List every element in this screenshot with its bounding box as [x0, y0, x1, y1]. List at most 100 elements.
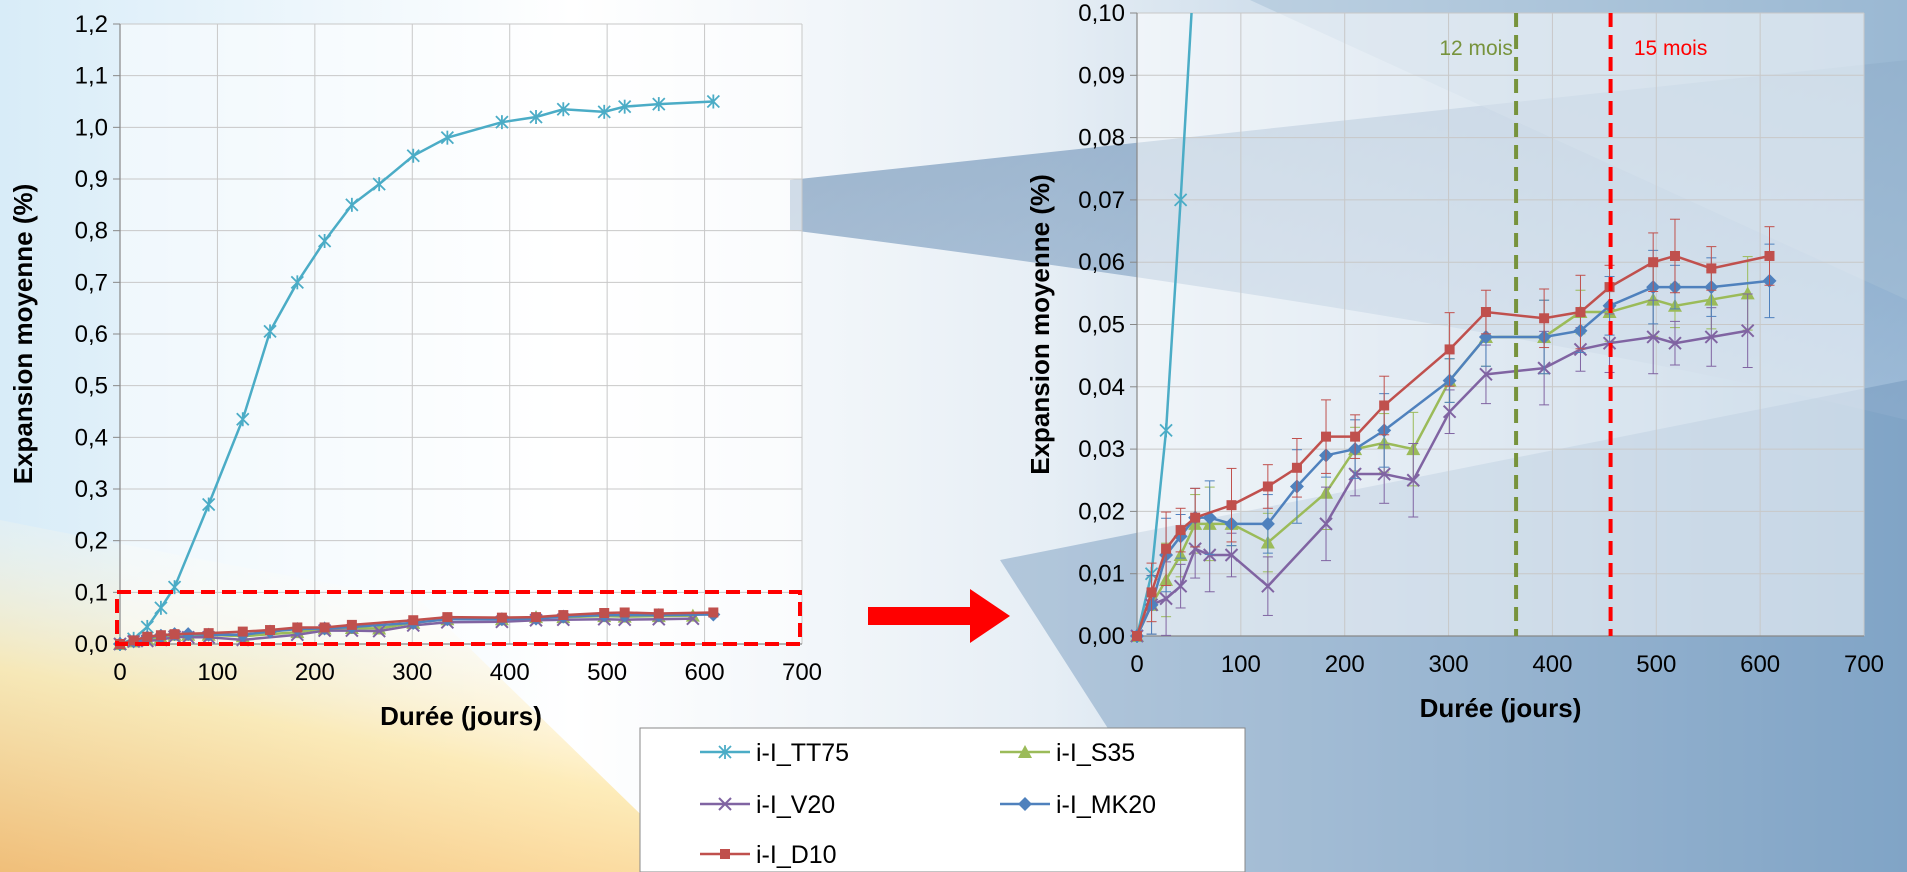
chart-left-point-i-I_TT75 [263, 324, 277, 339]
chart-left-point-i-I_TT75 [440, 130, 454, 145]
legend-item-i-I_MK20: i-I_MK20 [1000, 791, 1156, 819]
chart-left-point-i-I_TT75 [556, 102, 570, 117]
chart-right-x-tick-label: 700 [1844, 651, 1884, 678]
legend-label: i-I_TT75 [756, 739, 849, 767]
chart-left-point-i-I_TT75 [372, 177, 386, 192]
chart-right-x-tick-label: 400 [1532, 651, 1572, 678]
chart-right-y-tick-label: 0,04 [1078, 374, 1125, 401]
chart-right-x-tick-label: 200 [1325, 651, 1365, 678]
zoom-arrow [868, 589, 1010, 643]
chart-left-point-i-I_D10 [292, 622, 303, 633]
chart-left-point-i-I_D10 [531, 612, 542, 623]
chart-right-y-tick-label: 0,03 [1078, 436, 1125, 463]
chart-left-point-i-I_D10 [142, 631, 153, 642]
chart-right-x-tick-label: 0 [1130, 651, 1143, 678]
chart-left-x-tick-label: 200 [295, 659, 335, 686]
chart-right-annotation-label-2: 15 mois [1634, 37, 1708, 60]
legend-swatch-marker [720, 849, 730, 859]
chart-right-point-i-I_V20 [1479, 367, 1493, 382]
chart-right-point-i-I_D10 [1669, 250, 1680, 261]
chart-left-point-i-I_TT75 [706, 94, 720, 109]
chart-left-y-tick-label: 1,0 [75, 114, 108, 141]
chart-left-point-i-I_TT75 [597, 104, 611, 119]
chart-left-point-i-I_D10 [599, 608, 610, 618]
chart-right-x-tick-label: 500 [1636, 651, 1676, 678]
chart-right-y-tick-label: 0,07 [1078, 187, 1125, 214]
chart-right-point-i-I_D10 [1226, 500, 1237, 511]
chart-left-y-tick-label: 0,5 [75, 373, 108, 400]
chart-right-point-i-I_D10 [1706, 263, 1717, 274]
chart-left-point-i-I_D10 [653, 608, 664, 619]
chart-right-point-i-I_MK20 [1260, 516, 1275, 531]
chart-right-point-i-I_V20 [1261, 579, 1275, 593]
chart-right-point-i-I_V20 [1668, 336, 1682, 350]
chart-left-x-tick-label: 600 [685, 659, 725, 686]
chart-right-point-i-I_D10 [1146, 587, 1157, 598]
chart-left-y-tick-label: 0,6 [75, 321, 108, 348]
chart-right-y-tick-label: 0,05 [1078, 312, 1125, 339]
chart-left-point-i-I_TT75 [618, 99, 632, 114]
legend-item-i-I_S35: i-I_S35 [1000, 739, 1135, 767]
legend-label: i-I_MK20 [1056, 791, 1156, 819]
chart-left-point-i-I_D10 [619, 607, 630, 618]
chart-left-point-i-I_V20 [372, 624, 386, 638]
legend-label: i-I_S35 [1056, 739, 1135, 767]
legend-item-i-I_D10: i-I_D10 [700, 841, 837, 869]
zoom-highlight-box [115, 590, 802, 646]
chart-left-x-tick-label: 400 [490, 659, 530, 686]
chart-right-point-i-I_D10 [1161, 543, 1172, 554]
chart-left-y-tick-label: 0,2 [75, 528, 108, 555]
chart-left-point-i-I_TT75 [406, 148, 420, 163]
chart-left-point-i-I_TT75 [317, 234, 332, 248]
chart-left-y-axis-title: Expansion moyenne (%) [8, 184, 38, 485]
legend-swatch-marker [718, 797, 732, 811]
chart-right-point-i-I_V20 [1646, 330, 1660, 344]
chart-left-point-i-I_D10 [708, 607, 719, 618]
chart-left-y-tick-label: 0,7 [75, 269, 108, 296]
chart-right-point-i-I_D10 [1480, 307, 1491, 318]
chart-right-y-tick-label: 0,10 [1078, 0, 1125, 27]
chart-left-y-tick-label: 0,0 [75, 631, 108, 658]
chart-right-point-i-I_V20 [1202, 548, 1217, 562]
chart-left-y-tick-label: 0,4 [75, 424, 108, 451]
chart-right-point-i-I_D10 [1648, 257, 1659, 268]
chart-left-point-i-I_D10 [237, 626, 248, 637]
chart-right-point-i-I_D10 [1575, 307, 1586, 318]
chart-right-point-i-I_D10 [1350, 431, 1361, 442]
chart-left-overall: 0 100 200 300 400 500 600 700 0,0 0,1 0,2 0,3 0,4 0,5… [8, 11, 822, 731]
chart-left-y-tick-label: 0,3 [75, 476, 108, 503]
chart-right-x-tick-label: 300 [1429, 651, 1469, 678]
chart-right-x-tick-label: 100 [1221, 651, 1261, 678]
chart-right-y-axis-title: Expansion moyenne (%) [1025, 174, 1055, 475]
chart-left-point-i-I_D10 [155, 630, 166, 641]
legend-swatch-marker [1018, 797, 1032, 811]
legend: i-I_TT75 i-I_S35 i-I_V20 i-I_MK20 i-I_D10 [639, 727, 1246, 872]
chart-right-y-tick-label: 0,08 [1078, 125, 1125, 152]
chart-left-point-i-I_D10 [346, 619, 357, 630]
chart-left-point-i-I_TT75 [154, 600, 168, 615]
legend-swatch-marker [1018, 745, 1032, 758]
chart-right-point-i-I_TT75 [1159, 423, 1173, 438]
chart-right-point-i-I_V20 [1406, 473, 1420, 487]
chart-right-point-i-I_V20 [1188, 542, 1202, 556]
chart-left-point-i-I_TT75 [290, 275, 304, 290]
chart-left-x-tick-label: 0 [113, 659, 126, 686]
chart-right-point-i-I_V20 [1224, 548, 1239, 562]
chart-right-y-tick-label: 0,01 [1078, 561, 1125, 588]
chart-right-point-i-I_V20 [1442, 405, 1457, 419]
chart-right-point-i-I_D10 [1764, 250, 1775, 261]
chart-left-point-i-I_D10 [128, 635, 139, 646]
legend-item-i-I_TT75: i-I_TT75 [700, 739, 849, 767]
chart-right-y-tick-label: 0,02 [1078, 498, 1125, 525]
chart-left-x-tick-label: 500 [587, 659, 627, 686]
chart-left-y-tick-label: 1,2 [75, 11, 108, 38]
chart-right-point-i-I_D10 [1539, 313, 1550, 324]
chart-left-series-i-I_TT75 [113, 94, 720, 651]
chart-right-point-i-I_D10 [1175, 525, 1186, 536]
chart-left-point-i-I_D10 [265, 625, 276, 636]
chart-left-y-tick-label: 0,8 [75, 218, 108, 245]
chart-right-annotation-label-1: 12 mois [1439, 37, 1513, 60]
legend-label: i-I_V20 [756, 791, 835, 819]
chart-left-x-tick-label: 100 [197, 659, 237, 686]
